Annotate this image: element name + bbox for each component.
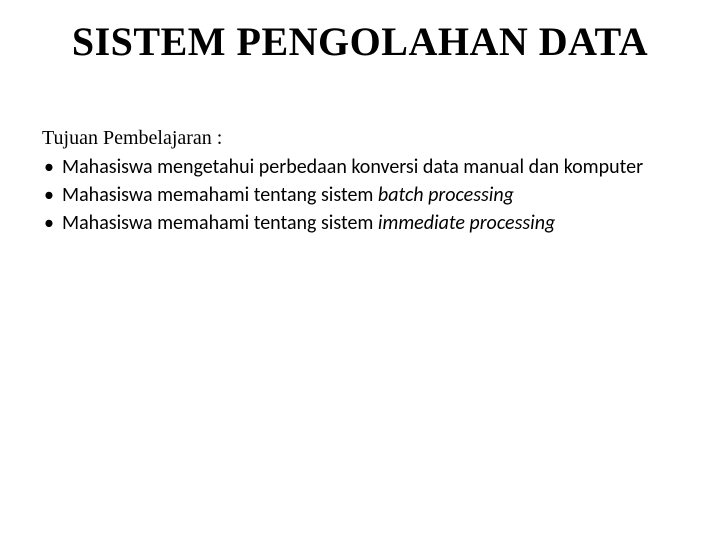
bullet-text: Mahasiswa mengetahui perbedaan konversi … bbox=[62, 155, 643, 179]
bullet-list: Mahasiswa mengetahui perbedaan konversi … bbox=[40, 154, 680, 236]
bullet-text: Mahasiswa memahami tentang sistem bbox=[62, 183, 378, 207]
bullet-italic: batch processing bbox=[378, 183, 514, 207]
bullet-text: Mahasiswa memahami tentang sistem bbox=[62, 211, 378, 235]
slide-title: SISTEM PENGOLAHAN DATA bbox=[40, 18, 680, 65]
list-item: Mahasiswa mengetahui perbedaan konversi … bbox=[62, 154, 680, 180]
subtitle: Tujuan Pembelajaran : bbox=[40, 127, 680, 150]
bullet-italic: immediate processing bbox=[378, 211, 555, 235]
list-item: Mahasiswa memahami tentang sistem immedi… bbox=[62, 210, 680, 236]
list-item: Mahasiswa memahami tentang sistem batch … bbox=[62, 182, 680, 208]
